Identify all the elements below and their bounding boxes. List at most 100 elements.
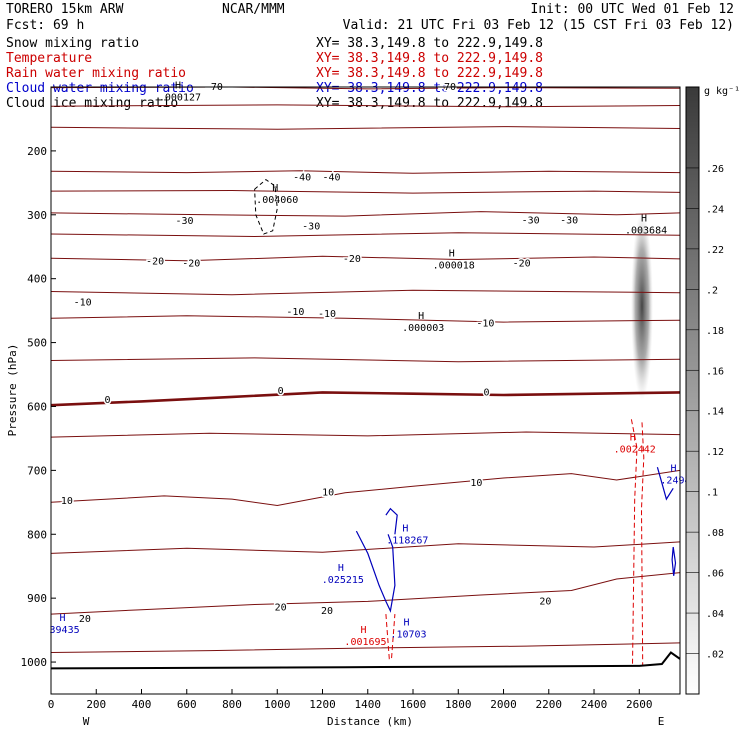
snow-shading bbox=[630, 211, 653, 401]
colorbar-tick-label: .02 bbox=[706, 650, 724, 661]
temperature-contour-label: -20 bbox=[513, 258, 531, 269]
y-tick-label: 600 bbox=[27, 400, 47, 413]
temperature-contour bbox=[51, 255, 680, 262]
temperature-contour-label: -10 bbox=[286, 307, 304, 318]
temperature-contour bbox=[51, 541, 680, 554]
temperature-contour bbox=[51, 469, 680, 507]
colorbar-tick-label: .2 bbox=[706, 285, 718, 296]
field-name-cloud-water: Cloud water mixing ratio bbox=[6, 81, 194, 96]
colorbar-unit: g kg⁻¹ bbox=[704, 86, 740, 97]
x-tick-label: 1600 bbox=[400, 698, 427, 711]
temperature-contour-label: -40 bbox=[323, 173, 341, 184]
y-tick-label: 900 bbox=[27, 592, 47, 605]
extremum-marker: H bbox=[403, 617, 409, 628]
x-tick-label: 200 bbox=[86, 698, 106, 711]
temperature-contour-label: 0 bbox=[105, 395, 111, 406]
extremum-marker: H bbox=[418, 311, 424, 322]
temperature-contour bbox=[51, 211, 680, 217]
x-tick-label: 600 bbox=[177, 698, 197, 711]
rain-water-contour bbox=[640, 422, 645, 666]
x-tick-label: 2200 bbox=[536, 698, 563, 711]
extremum-value: .001695 bbox=[344, 637, 386, 648]
field-legend: Snow mixing ratio XY= 38.3,149.8 to 222.… bbox=[6, 36, 543, 111]
y-tick-label: 700 bbox=[27, 464, 47, 477]
temperature-contour-label: 20 bbox=[321, 606, 333, 617]
y-tick-label: 400 bbox=[27, 273, 47, 286]
y-tick-label: 500 bbox=[27, 337, 47, 350]
field-xy-rain: XY= 38.3,149.8 to 222.9,149.8 bbox=[316, 66, 543, 81]
temperature-contour-label: 10 bbox=[470, 478, 482, 489]
colorbar bbox=[685, 86, 700, 695]
y-axis-title: Pressure (hPa) bbox=[6, 344, 19, 437]
x-tick-label: 1000 bbox=[264, 698, 291, 711]
center-title: NCAR/MMM bbox=[222, 2, 285, 17]
x-tick-label: 2000 bbox=[490, 698, 517, 711]
temperature-contour bbox=[51, 642, 680, 653]
field-name-cloud-ice: Cloud ice mixing ratio bbox=[6, 96, 178, 111]
temperature-contour-label: 0 bbox=[484, 387, 490, 398]
extremum-value: .000018 bbox=[433, 261, 475, 272]
field-name-rain: Rain water mixing ratio bbox=[6, 66, 186, 81]
extremum-marker: H bbox=[449, 249, 455, 260]
colorbar-tick-label: .12 bbox=[706, 447, 724, 458]
field-name-temperature: Temperature bbox=[6, 51, 92, 66]
temperature-contour-label: -10 bbox=[476, 318, 494, 329]
temperature-contour-label: 20 bbox=[79, 614, 91, 625]
temperature-contour bbox=[51, 391, 680, 407]
temperature-contour bbox=[51, 104, 680, 108]
temperature-contour-label: -20 bbox=[182, 258, 200, 269]
extremum-value: .002442 bbox=[614, 445, 656, 456]
temperature-contour bbox=[51, 357, 680, 363]
x-tick-label: 1400 bbox=[355, 698, 382, 711]
y-tick-label: 300 bbox=[27, 209, 47, 222]
east-endpoint-label: E bbox=[658, 715, 665, 728]
x-tick-label: 0 bbox=[48, 698, 55, 711]
colorbar-tick-label: .1 bbox=[706, 488, 718, 499]
extremum-value: .000127 bbox=[159, 93, 201, 104]
x-tick-label: 400 bbox=[132, 698, 152, 711]
extremum-value: .118267 bbox=[386, 535, 428, 546]
extremum-value: .025215 bbox=[322, 575, 364, 586]
extremum-value: .000003 bbox=[402, 323, 444, 334]
extremum-marker: H bbox=[630, 433, 636, 444]
extremum-value: 39435 bbox=[50, 625, 80, 636]
colorbar-tick-label: .18 bbox=[706, 326, 724, 337]
extremum-value: .2494 bbox=[660, 475, 690, 486]
cloud-water-contour bbox=[671, 546, 677, 576]
colorbar-tick-label: .16 bbox=[706, 366, 724, 377]
y-tick-label: 200 bbox=[27, 145, 47, 158]
temperature-contour bbox=[51, 315, 680, 323]
temperature-contour-label: -30 bbox=[560, 216, 578, 227]
field-xy-snow: XY= 38.3,149.8 to 222.9,149.8 bbox=[316, 36, 543, 51]
temperature-contour bbox=[51, 126, 680, 130]
init-time: Init: 00 UTC Wed 01 Feb 12 bbox=[531, 2, 735, 17]
extremum-marker: H bbox=[402, 523, 408, 534]
temperature-contour-label: -30 bbox=[522, 216, 540, 227]
colorbar-tick-label: .04 bbox=[706, 609, 724, 620]
x-tick-label: 1800 bbox=[445, 698, 472, 711]
temperature-contour-label: -10 bbox=[318, 309, 336, 320]
extremum-value: .003684 bbox=[625, 225, 667, 236]
cloud-water-contour bbox=[355, 530, 396, 613]
cloud-water-contour bbox=[385, 507, 398, 535]
cloud-water-contour bbox=[656, 467, 674, 501]
temperature-contour bbox=[51, 431, 680, 438]
terrain-line bbox=[51, 651, 680, 670]
y-tick-label: 800 bbox=[27, 528, 47, 541]
temperature-contour bbox=[51, 289, 680, 296]
temperature-contour bbox=[51, 572, 680, 615]
x-axis-title: Distance (km) bbox=[327, 715, 413, 728]
extremum-marker: H bbox=[360, 625, 366, 636]
cloud-ice-contour bbox=[254, 178, 278, 235]
colorbar-tick-label: .24 bbox=[706, 204, 724, 215]
field-xy-temperature: XY= 38.3,149.8 to 222.9,149.8 bbox=[316, 51, 543, 66]
temperature-contour-label: 10 bbox=[61, 496, 73, 507]
x-tick-label: 2400 bbox=[581, 698, 608, 711]
extremum-marker: H bbox=[175, 81, 181, 92]
temperature-contour bbox=[51, 189, 680, 194]
plot-frame bbox=[50, 86, 681, 695]
temperature-contour-label: -20 bbox=[343, 254, 361, 265]
temperature-contour-label: -10 bbox=[74, 297, 92, 308]
extremum-marker: H bbox=[60, 613, 66, 624]
